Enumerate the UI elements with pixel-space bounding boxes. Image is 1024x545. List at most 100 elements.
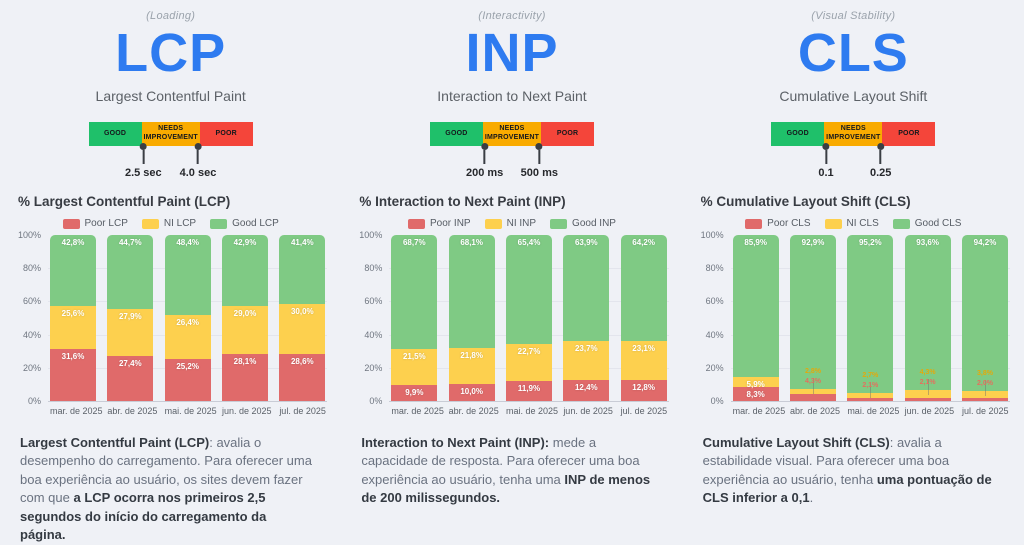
bar-value-label: 3,8% [976, 370, 993, 378]
bar-value-label: 22,7% [517, 346, 541, 356]
bar-value-label: 11,9% [517, 384, 541, 394]
bar-value-label: 30,0% [290, 306, 314, 316]
bar: 9,9% 21,5% 68,7% [391, 234, 438, 401]
bar-segment-good [563, 235, 610, 342]
lcp-header: (Loading) LCP Largest Contentful Paint G… [0, 6, 341, 186]
bar-segment-poor [620, 379, 667, 401]
bar-segment-good [448, 235, 495, 349]
legend-swatch-poor [62, 218, 80, 229]
scale-needs-improvement-segment: NEEDS IMPROVEMENT [141, 122, 200, 146]
bar-segment-good [164, 235, 211, 316]
bar-value-label: 23,7% [574, 344, 598, 354]
metric-full-name: Interaction to Next Paint [437, 88, 587, 104]
label-leader-line [812, 378, 814, 395]
bar-value-label: 41,4% [290, 238, 314, 247]
text-segment: . [809, 490, 814, 506]
bar: 12,4% 23,7% 63,9% [563, 235, 610, 401]
legend-item: NI INP [484, 218, 537, 229]
bar-segment-poor [732, 387, 779, 401]
bar-value-label: 93,6% [916, 238, 939, 247]
bar-segment-good [505, 235, 552, 344]
cls-chart: % Cumulative Layout Shift (CLS) Poor CLS… [683, 186, 1024, 418]
bar-segment-poor [563, 380, 610, 401]
y-axis-tick: 20% [364, 362, 383, 373]
bar-value-label: 28,1% [233, 357, 257, 367]
metric-column-cls: (Visual Stability) CLS Cumulative Layout… [683, 6, 1024, 545]
bar-value-label: 63,9% [574, 238, 598, 247]
y-axis-tick: 40% [705, 329, 724, 340]
chart-legend: Poor CLS NI CLS Good CLS [697, 218, 1010, 229]
metric-column-inp: (Interactivity) INP Interaction to Next … [341, 6, 682, 545]
metric-full-name: Cumulative Layout Shift [779, 88, 928, 104]
x-axis: mar. de 2025 abr. de 2025 mai. de 2025 jun.… [697, 402, 1010, 416]
legend-item: NI LCP [141, 218, 196, 229]
x-axis-label: mai. de 2025 [505, 406, 559, 416]
bar-value-label: 65,4% [517, 238, 541, 247]
scale-poor-segment: POOR [882, 122, 936, 146]
bar-segment-poor [505, 381, 552, 401]
y-axis-tick: 0% [27, 396, 41, 406]
bar-segment-poor [847, 397, 894, 401]
bar-segment-ni [904, 390, 951, 398]
y-axis-tick: 80% [364, 263, 383, 274]
y-axis: 0% 20% 40% 60% 80% 100% [355, 230, 389, 406]
bar-value-label: 68,1% [460, 238, 483, 248]
bar-segment-poor [279, 353, 326, 401]
threshold-value: 500 ms [520, 167, 558, 179]
scale-good-segment: GOOD [429, 122, 483, 146]
chart-title: % Interaction to Next Paint (INP) [359, 194, 566, 209]
scale-poor-segment: POOR [541, 122, 594, 146]
bar-segment-ni [50, 306, 96, 349]
bar-value-label: 21,5% [402, 351, 426, 361]
bar-value-label: 2,7% [862, 372, 879, 380]
bar-segment-ni [279, 303, 326, 354]
plot-row: 0% 20% 40% 60% 80% 100% 8,3% 5,9% 85,9% 92,9% 2,8… [697, 230, 1010, 406]
threshold-value: 0.1 [818, 167, 834, 179]
bar-segment-good [961, 235, 1008, 392]
x-axis: mar. de 2025 abr. de 2025 mai. de 2025 jun.… [14, 402, 327, 416]
text-segment: Cumulative Layout Shift (CLS) [702, 435, 890, 450]
bar-segment-poor [961, 397, 1008, 401]
bar-segment-good [904, 235, 951, 391]
legend-item: Good INP [550, 218, 616, 229]
text-segment: Interaction to Next Paint (INP): [361, 435, 550, 450]
bar-value-label: 44,7% [118, 238, 142, 247]
bar-segment-poor [107, 355, 154, 401]
legend-label: Good CLS [914, 218, 962, 229]
scale-good-segment: GOOD [88, 122, 142, 146]
bar: 12,8% 23,1% 64,2% [620, 234, 667, 401]
bar-segment-good [847, 235, 894, 394]
legend-item: NI CLS [824, 218, 879, 229]
bar-segment-ni [448, 348, 495, 385]
y-axis-tick: 80% [705, 263, 724, 274]
x-axis: mar. de 2025 abr. de 2025 mai. de 2025 jun.… [355, 402, 668, 416]
bar-value-label: 25,2% [176, 362, 199, 372]
bar-value-label: 31,6% [61, 351, 85, 361]
threshold-line [196, 150, 199, 164]
bar: 93,6% 4,3% 2,1% [904, 235, 951, 401]
threshold-marker-1: 200 ms [466, 143, 503, 179]
plot-row: 0% 20% 40% 60% 80% 100% 9,9% 21,5% 68,7% 10,0% 21… [355, 230, 669, 406]
y-axis-tick: 80% [22, 263, 41, 274]
x-axis-label: jun. de 2025 [221, 406, 272, 416]
legend-label: Good INP [572, 218, 616, 229]
bar-segment-ni [847, 393, 894, 398]
bar-segment-poor [50, 348, 96, 401]
metric-description: Interaction to Next Paint (INP): mede a … [341, 434, 682, 508]
bar-segment-poor [904, 397, 951, 401]
bar-value-label: 28,6% [290, 356, 314, 366]
y-axis-tick: 40% [22, 329, 41, 340]
threshold-marker-2: 500 ms [521, 143, 558, 179]
scale-bar: GOOD NEEDS IMPROVEMENT POOR [429, 122, 594, 146]
legend-label: NI INP [506, 218, 537, 229]
threshold-dot-icon [481, 143, 489, 150]
bar-value-label: 23,1% [632, 344, 655, 354]
bar-segment-ni [107, 309, 154, 356]
plot-area: 31,6% 25,6% 42,8% 27,4% 27,9% 44,7% 25,2% 26,4%… [48, 235, 328, 402]
threshold-marker-2: 4.0 sec [180, 143, 216, 179]
bar-segment-good [221, 235, 268, 307]
y-axis-tick: 100% [359, 230, 383, 240]
bar-value-label: 42,9% [233, 238, 257, 247]
metric-tagline: (Visual Stability) [811, 10, 896, 22]
legend-swatch-ni [824, 218, 842, 229]
